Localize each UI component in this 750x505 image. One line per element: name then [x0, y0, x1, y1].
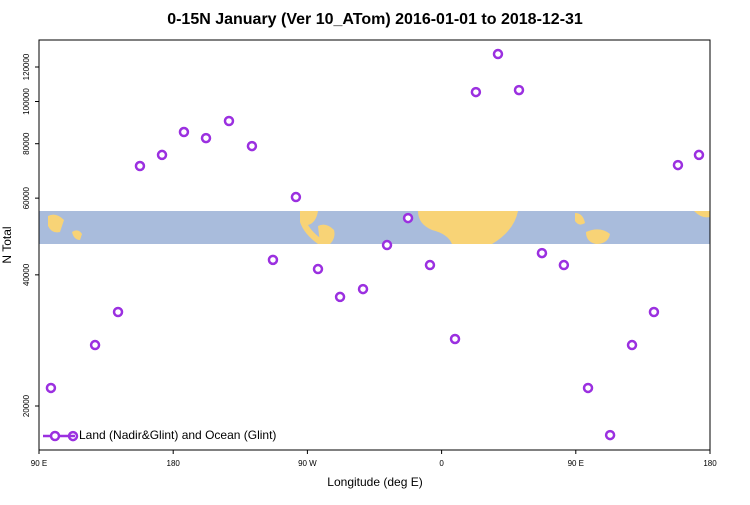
point [558, 259, 570, 271]
point [648, 306, 660, 318]
point [334, 291, 346, 303]
point [357, 283, 369, 295]
point [267, 254, 279, 266]
y-tick-label: 20000 [22, 394, 31, 417]
x-tick-label: 90 W [298, 459, 317, 468]
point [672, 159, 684, 171]
x-axis-label: Longitude (deg E) [327, 475, 422, 489]
chart-title: 0-15N January (Ver 10_ATom) 2016-01-01 t… [167, 11, 583, 28]
point [582, 382, 594, 394]
legend-label: Land (Nadir&Glint) and Ocean (Glint) [79, 428, 276, 442]
point [513, 84, 525, 96]
point [470, 86, 482, 98]
point [134, 160, 146, 172]
point [178, 126, 190, 138]
point [536, 247, 548, 259]
point [693, 149, 705, 161]
map-band [39, 211, 710, 244]
point [246, 140, 258, 152]
x-tick-label: 180 [703, 459, 717, 468]
x-tick-label: 0 [439, 459, 444, 468]
point [402, 212, 414, 224]
point [200, 132, 212, 144]
point [223, 115, 235, 127]
x-tick-label: 90 E [31, 459, 47, 468]
point [156, 149, 168, 161]
y-tick-label: 100000 [22, 88, 31, 115]
y-tick-label: 40000 [22, 263, 31, 286]
point [89, 339, 101, 351]
point [492, 48, 504, 60]
point [604, 429, 616, 441]
y-tick-label: 120000 [22, 53, 31, 80]
x-tick-label: 180 [167, 459, 181, 468]
point [112, 306, 124, 318]
x-tick-label: 90 E [568, 459, 584, 468]
point [626, 339, 638, 351]
point [45, 382, 57, 394]
plot-frame [38, 39, 711, 451]
y-axis-label: N Total [0, 226, 14, 263]
y-tick-label: 60000 [22, 186, 31, 209]
point [449, 333, 461, 345]
point [424, 259, 436, 271]
legend-marker [49, 430, 61, 442]
y-tick-label: 80000 [22, 132, 31, 155]
point [290, 191, 302, 203]
point [381, 239, 393, 251]
point [312, 263, 324, 275]
